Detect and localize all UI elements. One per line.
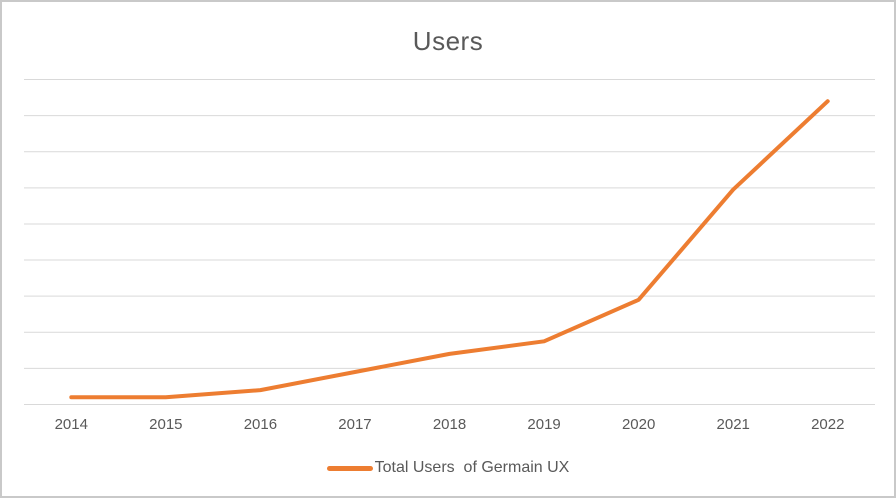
x-axis-label: 2021	[716, 416, 750, 433]
legend-line-icon	[326, 465, 373, 471]
legend-label: Total Users of Germain UX	[374, 459, 570, 476]
x-axis-label: 2018	[432, 416, 467, 433]
chart-title: Users	[412, 26, 484, 56]
x-axis-label: 2016	[243, 416, 278, 433]
legend: Total Users of Germain UX	[2, 459, 894, 477]
data-line	[69, 99, 830, 400]
x-axis-label: 2020	[621, 416, 656, 433]
x-axis-label: 2015	[149, 416, 183, 433]
x-axis-label: 2017	[338, 416, 372, 433]
x-axis-label: 2014	[54, 416, 88, 433]
plot-area	[24, 79, 875, 405]
x-axis-label: 2022	[811, 416, 845, 433]
x-axis: 2014 2015 2016 2017 2018 2019 2020 2021 2022	[24, 416, 875, 434]
x-axis-label: 2019	[527, 416, 561, 433]
